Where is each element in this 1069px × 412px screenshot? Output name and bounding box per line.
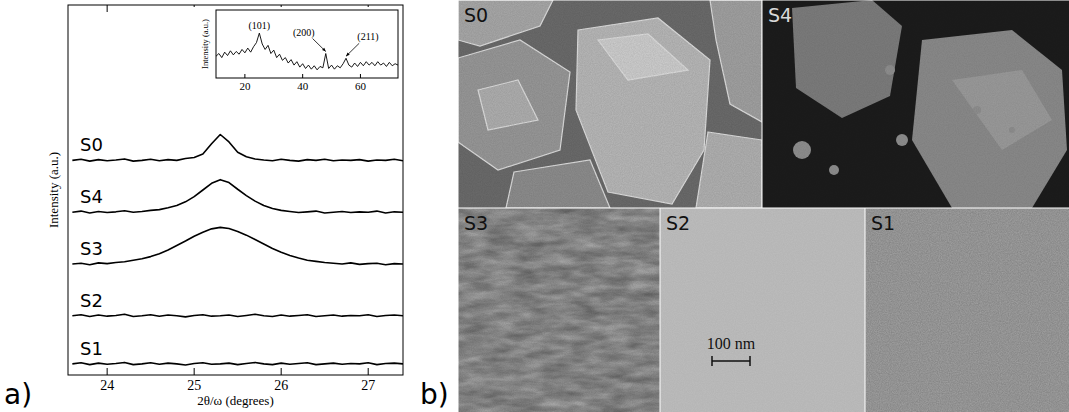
sem-image bbox=[865, 208, 1069, 412]
inset-x-tick-label: 40 bbox=[297, 80, 309, 92]
tile-border bbox=[660, 208, 865, 209]
sem-ground bbox=[458, 0, 762, 208]
trace-label: S3 bbox=[80, 238, 103, 259]
peak-label: (211) bbox=[357, 31, 378, 43]
inset-frame bbox=[216, 10, 398, 78]
scale-bar-cap bbox=[749, 356, 751, 366]
figure: 24 25 26 27 2θ/ω (degrees) Intensity (a.u.) S0… bbox=[0, 0, 1069, 412]
scale-bar bbox=[712, 360, 750, 362]
peak-point bbox=[259, 33, 260, 34]
inset-x-tick bbox=[244, 74, 245, 78]
inset-x-tick-label: 60 bbox=[355, 80, 367, 92]
scale-bar-label: 100 nm bbox=[707, 335, 756, 352]
xrd-trace bbox=[72, 314, 403, 317]
trace-label: S0 bbox=[80, 134, 103, 155]
tile-border bbox=[762, 0, 763, 208]
tile-border bbox=[458, 0, 762, 1]
sem-texture bbox=[458, 208, 660, 412]
x-axis-title: 2θ/ω (degrees) bbox=[197, 393, 274, 408]
sem-ground bbox=[865, 208, 1069, 412]
x-tick-label: 27 bbox=[361, 378, 375, 393]
sem-ground bbox=[458, 208, 660, 412]
x-tick-label: 25 bbox=[187, 378, 201, 393]
x-tick bbox=[194, 368, 195, 375]
sem-label: S2 bbox=[666, 212, 690, 234]
sem-image bbox=[458, 208, 660, 412]
sem-label: S1 bbox=[871, 212, 895, 234]
inset-x-tick-label: 20 bbox=[239, 80, 251, 92]
peak-arrow bbox=[313, 39, 326, 52]
sem-label: S4 bbox=[768, 4, 792, 26]
peak-arrow bbox=[346, 43, 359, 56]
sem-label: S3 bbox=[464, 212, 488, 234]
xrd-trace bbox=[72, 362, 403, 365]
scale-bar-cap bbox=[711, 356, 713, 366]
y-axis-title: Intensity (a.u.) bbox=[46, 152, 61, 228]
x-tick-label: 24 bbox=[100, 378, 114, 393]
inset-x-tick bbox=[302, 74, 303, 78]
x-tick bbox=[107, 368, 108, 375]
inset-y-axis-title: Intensity (a.u.) bbox=[200, 19, 210, 69]
x-tick-top bbox=[107, 5, 108, 12]
sem-noise bbox=[458, 208, 660, 412]
tile-border bbox=[458, 208, 660, 209]
arrow-head bbox=[346, 53, 350, 57]
inset-x-tick bbox=[360, 74, 361, 78]
tile-border bbox=[865, 208, 1069, 209]
x-tick-label: 26 bbox=[274, 378, 288, 393]
tile-border bbox=[865, 208, 866, 412]
arrow-head bbox=[322, 48, 326, 52]
tile-border bbox=[458, 208, 459, 412]
tile-border bbox=[458, 0, 459, 208]
trace-label: S2 bbox=[80, 290, 103, 311]
sem-ground bbox=[762, 0, 1069, 208]
peak-label: (200) bbox=[293, 27, 315, 39]
xrd-trace bbox=[72, 227, 403, 264]
panel-letter: b) bbox=[420, 378, 449, 411]
sem-noise bbox=[762, 0, 1069, 208]
sem-noise bbox=[865, 208, 1069, 412]
series-group bbox=[72, 135, 403, 366]
inset-background bbox=[190, 7, 401, 99]
peak-label: (101) bbox=[248, 20, 270, 32]
xrd-trace bbox=[72, 135, 403, 162]
trace-label: S1 bbox=[80, 338, 103, 359]
xrd-trace bbox=[72, 180, 403, 213]
sem-image bbox=[458, 0, 762, 208]
sem-image bbox=[660, 208, 865, 412]
trace-label: S4 bbox=[80, 186, 103, 207]
tile-border bbox=[660, 208, 661, 412]
x-tick bbox=[281, 368, 282, 375]
tile-border bbox=[762, 0, 1069, 1]
sem-ground bbox=[660, 208, 865, 412]
panel-letter: a) bbox=[4, 378, 32, 411]
plot-frame bbox=[68, 5, 403, 375]
sem-noise bbox=[458, 0, 762, 208]
sem-label: S0 bbox=[464, 4, 488, 26]
x-tick bbox=[368, 368, 369, 375]
sem-noise bbox=[660, 208, 865, 412]
sem-image bbox=[762, 0, 1069, 208]
